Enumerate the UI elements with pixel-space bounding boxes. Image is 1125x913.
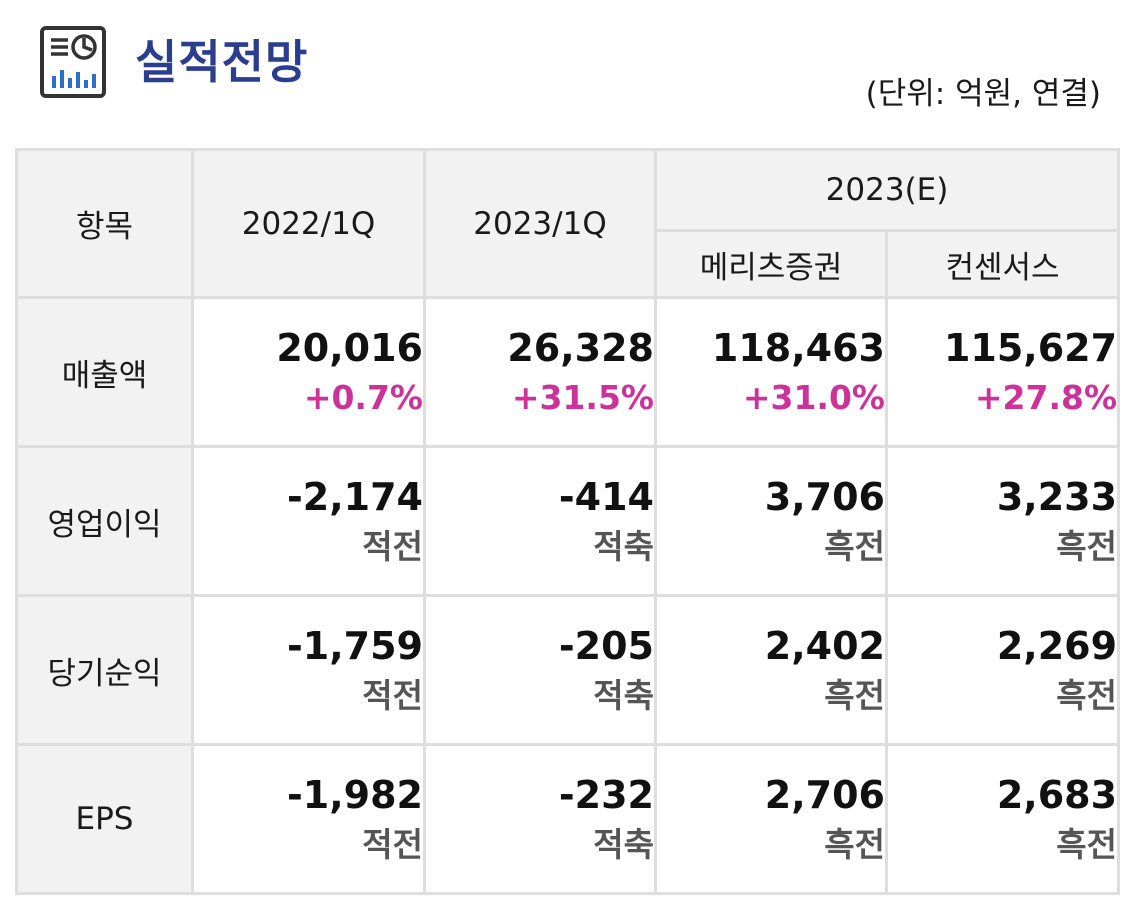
- cell-value: 26,328: [507, 326, 654, 370]
- table-row-eps: EPS -1,982 적전 -232 적축 2,706 흑전 2,683 흑전: [15, 743, 1121, 895]
- cell-value: 2,706: [764, 773, 885, 817]
- table-cell: 2,402 흑전: [654, 594, 888, 746]
- col-header-meritz: 메리츠증권: [654, 229, 888, 299]
- cell-change: +31.0%: [742, 378, 885, 417]
- col-header-2023q1: 2023/1Q: [423, 148, 657, 299]
- cell-status: 적전: [362, 676, 423, 715]
- col-header-consensus: 컨센서스: [884, 229, 1121, 299]
- cell-value: -2,174: [287, 475, 423, 519]
- cell-status: 흑전: [1056, 825, 1118, 864]
- cell-status: 적전: [362, 825, 423, 864]
- table-row-operating-profit: 영업이익 -2,174 적전 -414 적축 3,706 흑전 3,233 흑전: [15, 445, 1121, 597]
- cell-value: 20,016: [276, 326, 423, 370]
- cell-status: 흑전: [824, 676, 885, 715]
- cell-status: 적전: [362, 527, 423, 566]
- cell-status: 적축: [593, 527, 654, 566]
- cell-change: +31.5%: [511, 378, 654, 417]
- cell-value: 3,233: [996, 475, 1118, 519]
- col-header-2023e: 2023(E): [653, 148, 1121, 232]
- table-header-row: 항목 2022/1Q 2023/1Q 2023(E): [15, 148, 1121, 299]
- cell-value: -232: [558, 773, 654, 817]
- cell-value: 115,627: [943, 326, 1118, 370]
- cell-status: 흑전: [824, 825, 885, 864]
- table-row-revenue: 매출액 20,016 +0.7% 26,328 +31.5% 118,463 +31.…: [15, 296, 1121, 448]
- table-cell: -1,759 적전: [191, 594, 426, 746]
- table-cell: -414 적축: [423, 445, 657, 597]
- col-header-2022q1: 2022/1Q: [191, 148, 426, 299]
- row-label-eps: EPS: [15, 743, 194, 895]
- table-cell: 118,463 +31.0%: [654, 296, 888, 448]
- cell-value: 2,683: [996, 773, 1118, 817]
- col-header-item: 항목: [15, 148, 194, 299]
- table-cell: -1,982 적전: [191, 743, 426, 895]
- table-cell: 26,328 +31.5%: [423, 296, 657, 448]
- cell-value: -414: [558, 475, 654, 519]
- table-cell: -232 적축: [423, 743, 657, 895]
- cell-value: 3,706: [764, 475, 885, 519]
- table-cell: 3,706 흑전: [654, 445, 888, 597]
- table-cell: 20,016 +0.7%: [191, 296, 426, 448]
- unit-note: (단위: 억원, 연결): [865, 76, 1101, 112]
- earnings-forecast-table: 항목 2022/1Q 2023/1Q 2023(E) 메리츠증권 컨센서스 매출…: [15, 148, 1121, 895]
- row-label-operating-profit: 영업이익: [15, 445, 194, 597]
- cell-value: 2,402: [764, 624, 885, 668]
- cell-value: 118,463: [711, 326, 885, 370]
- cell-value: -1,759: [287, 624, 423, 668]
- table-subheader-row: 메리츠증권 컨센서스: [17, 229, 1121, 299]
- report-chart-icon: [40, 26, 106, 98]
- row-label-net-income: 당기순익: [15, 594, 194, 746]
- cell-value: 2,269: [996, 624, 1118, 668]
- cell-value: -205: [558, 624, 654, 668]
- cell-change: +0.7%: [303, 378, 423, 417]
- table-row-net-income: 당기순익 -1,759 적전 -205 적축 2,402 흑전 2,269 흑전: [15, 594, 1121, 746]
- page-title: 실적전망: [135, 35, 309, 89]
- cell-status: 흑전: [824, 527, 885, 566]
- table-cell: 2,269 흑전: [884, 594, 1121, 746]
- row-label-revenue: 매출액: [15, 296, 194, 448]
- cell-value: -1,982: [287, 773, 423, 817]
- cell-status: 적축: [593, 825, 654, 864]
- cell-change: +27.8%: [974, 378, 1118, 417]
- cell-status: 흑전: [1056, 676, 1118, 715]
- table-cell: 2,683 흑전: [884, 743, 1121, 895]
- table-cell: -2,174 적전: [191, 445, 426, 597]
- table-cell: -205 적축: [423, 594, 657, 746]
- table-cell: 2,706 흑전: [654, 743, 888, 895]
- cell-status: 적축: [593, 676, 654, 715]
- table-cell: 115,627 +27.8%: [884, 296, 1121, 448]
- table-cell: 3,233 흑전: [884, 445, 1121, 597]
- cell-status: 흑전: [1056, 527, 1118, 566]
- page-header: 실적전망 (단위: 억원, 연결): [0, 0, 1125, 140]
